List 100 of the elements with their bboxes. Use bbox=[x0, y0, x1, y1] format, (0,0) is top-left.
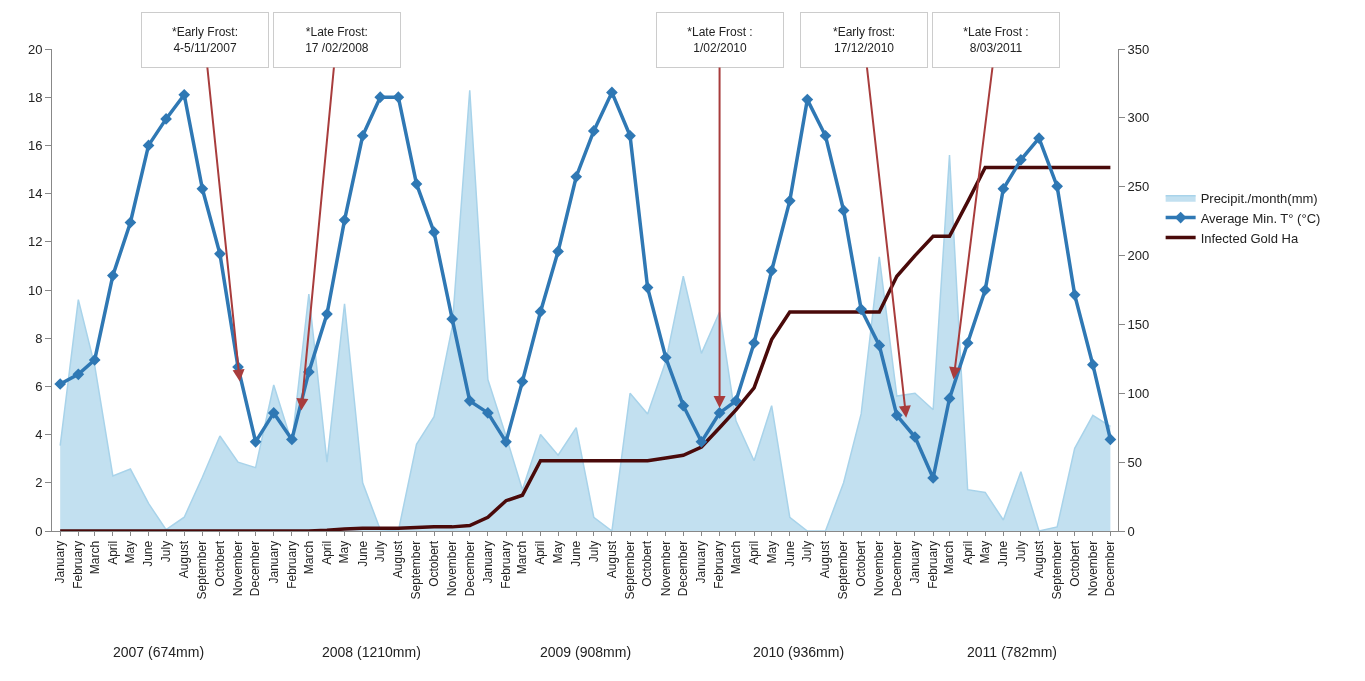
text: 2009 (908mm) bbox=[540, 644, 632, 660]
x-tick-label: September bbox=[1050, 540, 1065, 600]
point bbox=[124, 216, 137, 229]
point bbox=[730, 395, 742, 407]
x-tick-label: January bbox=[266, 540, 281, 584]
annotation: *Late Frost : 1/02/2010 bbox=[687, 25, 753, 55]
x-tick-label: March bbox=[87, 540, 102, 575]
point bbox=[410, 178, 423, 190]
x-tick-label: April bbox=[533, 540, 548, 565]
x-tick-label: Octobert bbox=[1067, 540, 1082, 587]
x-tick-label: February bbox=[498, 540, 513, 589]
point bbox=[249, 435, 262, 448]
point bbox=[677, 399, 690, 412]
x-tick-label: January bbox=[480, 540, 495, 584]
text: 2007 (674mm) bbox=[113, 644, 205, 660]
point bbox=[552, 245, 564, 258]
annotation: *Early frost: 17/12/2010 bbox=[832, 25, 896, 55]
point bbox=[1104, 433, 1117, 446]
point bbox=[943, 392, 956, 405]
point bbox=[338, 214, 351, 226]
point bbox=[837, 204, 850, 217]
point bbox=[534, 305, 547, 318]
point bbox=[624, 129, 636, 142]
point bbox=[783, 194, 796, 207]
legend-label: Average Min. T° (°C) bbox=[1200, 210, 1321, 226]
x-tick-label: November bbox=[445, 540, 460, 597]
point bbox=[765, 264, 778, 277]
x-tick-label: September bbox=[836, 540, 851, 600]
point bbox=[1015, 154, 1027, 166]
y2-tick-label: 50 bbox=[1127, 454, 1143, 470]
x-tick-label: June bbox=[569, 540, 584, 567]
point bbox=[695, 435, 708, 448]
x-tick-label: February bbox=[71, 540, 86, 589]
x-tick-label: December bbox=[889, 540, 904, 597]
x-tick-label: March bbox=[942, 540, 957, 575]
x-tick-label: May bbox=[337, 540, 352, 564]
x-tick-label: December bbox=[1103, 540, 1118, 597]
x-tick-label: November bbox=[1085, 540, 1100, 597]
x-tick-label: November bbox=[230, 540, 245, 597]
point bbox=[142, 139, 155, 152]
x-tick-label: May bbox=[764, 540, 779, 564]
y2-tick-label: 350 bbox=[1127, 41, 1150, 57]
x-tick-label: July bbox=[586, 540, 601, 563]
y-tick-label: 6 bbox=[35, 378, 43, 394]
y-tick-label: 4 bbox=[35, 427, 43, 443]
text: 2010 (936mm) bbox=[753, 644, 845, 660]
x-tick-label: Octobert bbox=[640, 540, 655, 587]
point bbox=[587, 125, 600, 137]
point bbox=[88, 354, 101, 366]
y-tick-label: 10 bbox=[27, 282, 43, 298]
point bbox=[606, 86, 618, 99]
text: 2011 (782mm) bbox=[967, 644, 1058, 660]
x-tick-label: March bbox=[301, 540, 316, 575]
x-tick-label: August bbox=[177, 540, 192, 579]
y-tick-label: 0 bbox=[35, 523, 43, 539]
point bbox=[54, 378, 67, 390]
point bbox=[428, 226, 440, 239]
x-tick-label: July bbox=[373, 540, 388, 563]
x-tick-label: July bbox=[158, 540, 173, 563]
x-tick-label: June bbox=[355, 540, 370, 567]
point bbox=[713, 407, 726, 419]
legend-label: Precipit./month(mm) bbox=[1200, 190, 1318, 206]
point bbox=[267, 407, 280, 419]
x-tick-label: September bbox=[409, 540, 424, 600]
x-tick-label: February bbox=[712, 540, 727, 589]
x-tick-label: December bbox=[676, 540, 691, 597]
y-tick-label: 8 bbox=[35, 330, 43, 346]
point bbox=[1051, 180, 1063, 193]
x-tick-label: December bbox=[248, 540, 263, 597]
point bbox=[659, 351, 672, 364]
x-tick-label: August bbox=[1031, 540, 1046, 579]
x-tick-label: December bbox=[462, 540, 477, 597]
x-tick-label: September bbox=[622, 540, 637, 600]
x-tick-label: March bbox=[728, 540, 743, 575]
x-tick-label: May bbox=[550, 540, 565, 564]
point bbox=[196, 182, 209, 195]
x-tick-label: August bbox=[391, 540, 406, 579]
point bbox=[446, 313, 459, 325]
y2-tick-label: 0 bbox=[1127, 523, 1135, 539]
x-tick-label: January bbox=[694, 540, 709, 584]
point bbox=[570, 170, 583, 183]
x-tick-label: April bbox=[319, 540, 334, 565]
y-tick-label: 16 bbox=[27, 137, 43, 153]
point bbox=[855, 303, 867, 316]
y-tick-label: 12 bbox=[27, 234, 43, 250]
y-tick-label: 20 bbox=[27, 41, 43, 57]
point bbox=[107, 269, 119, 282]
point bbox=[997, 182, 1010, 195]
x-tick-label: August bbox=[604, 540, 619, 579]
point bbox=[641, 281, 654, 294]
point bbox=[214, 248, 226, 260]
x-tick-label: March bbox=[515, 540, 530, 575]
y2-tick-label: 200 bbox=[1127, 248, 1150, 264]
x-tick-label: Octobert bbox=[426, 540, 441, 587]
x-tick-label: January bbox=[907, 540, 922, 584]
x-tick-label: April bbox=[746, 540, 761, 565]
point bbox=[979, 284, 992, 296]
point bbox=[1068, 288, 1081, 301]
point bbox=[500, 435, 512, 448]
point bbox=[72, 368, 85, 381]
